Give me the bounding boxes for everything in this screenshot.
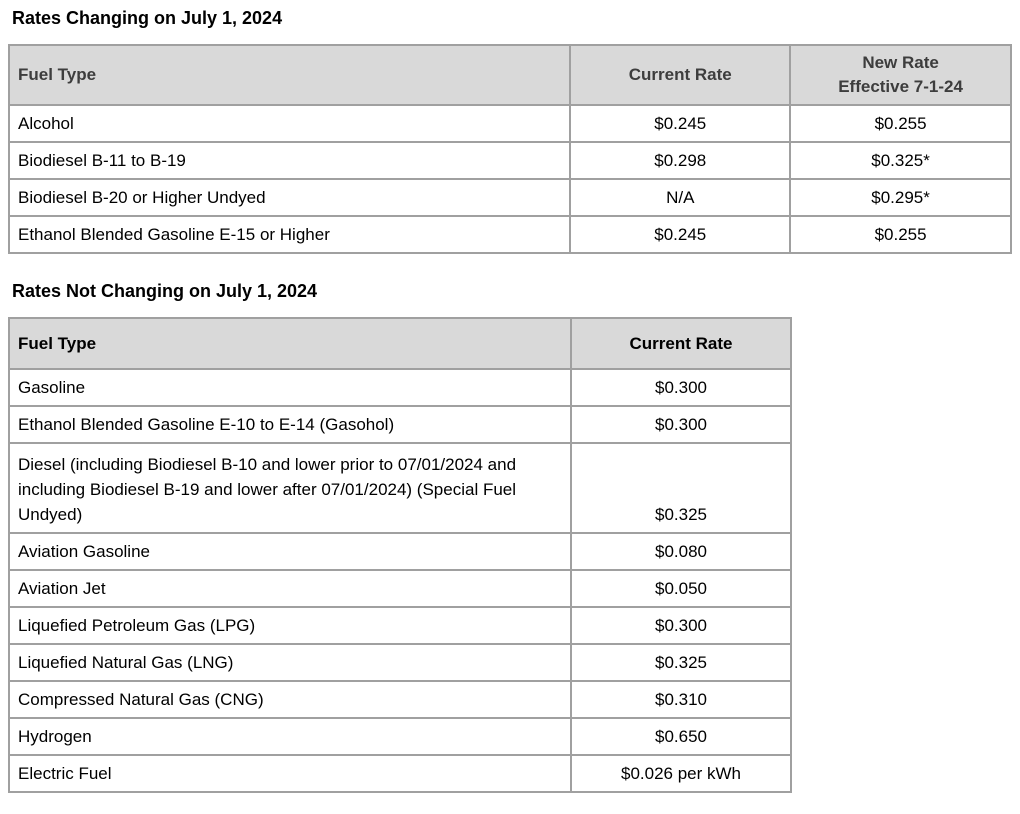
fuel-type-cell: Aviation Gasoline xyxy=(8,532,572,571)
current-rate-cell: $0.298 xyxy=(569,141,792,180)
rates-changing-table: Fuel Type Current Rate New Rate Effectiv… xyxy=(7,44,1012,254)
new-rate-cell: $0.325* xyxy=(789,141,1012,180)
table-row-lng: Liquefied Natural Gas (LNG) $0.325 xyxy=(8,643,792,682)
table-row-ethanol-e10-e14: Ethanol Blended Gasoline E-10 to E-14 (G… xyxy=(8,405,792,444)
table-row-cng: Compressed Natural Gas (CNG) $0.310 xyxy=(8,680,792,719)
current-rate-cell: $0.050 xyxy=(570,569,792,608)
fuel-type-cell: Liquefied Petroleum Gas (LPG) xyxy=(8,606,572,645)
current-rate-cell: $0.026 per kWh xyxy=(570,754,792,793)
table-row-lpg: Liquefied Petroleum Gas (LPG) $0.300 xyxy=(8,606,792,645)
table-row-gasoline: Gasoline $0.300 xyxy=(8,368,792,407)
current-rate-cell: $0.325 xyxy=(570,442,792,534)
current-rate-cell: $0.300 xyxy=(570,405,792,444)
rates-not-changing-title: Rates Not Changing on July 1, 2024 xyxy=(12,281,318,301)
fuel-type-cell: Compressed Natural Gas (CNG) xyxy=(8,680,572,719)
new-rate-cell: $0.295* xyxy=(789,178,1012,217)
current-rate-cell: $0.300 xyxy=(570,368,792,407)
column-header-fuel-type: Fuel Type xyxy=(8,317,572,370)
current-rate-cell: $0.310 xyxy=(570,680,792,719)
table-row-electric-fuel: Electric Fuel $0.026 per kWh xyxy=(8,754,792,793)
header-row: Fuel Type Current Rate New Rate Effectiv… xyxy=(7,44,1012,106)
current-rate-cell: $0.245 xyxy=(569,215,792,254)
table-row-aviation-jet: Aviation Jet $0.050 xyxy=(8,569,792,608)
column-header-current-rate: Current Rate xyxy=(569,44,792,106)
current-rate-cell: $0.300 xyxy=(570,606,792,645)
fuel-type-cell: Ethanol Blended Gasoline E-10 to E-14 (G… xyxy=(8,405,572,444)
table-row-ethanol-e15: Ethanol Blended Gasoline E-15 or Higher … xyxy=(7,215,1012,254)
table-row-biodiesel-b11-b19: Biodiesel B-11 to B-19 $0.298 $0.325* xyxy=(7,141,1012,180)
column-header-fuel-type: Fuel Type xyxy=(7,44,572,106)
fuel-type-cell: Electric Fuel xyxy=(8,754,572,793)
fuel-type-cell: Gasoline xyxy=(8,368,572,407)
current-rate-cell: $0.245 xyxy=(569,104,792,143)
column-header-new-rate: New Rate Effective 7-1-24 xyxy=(789,44,1012,106)
current-rate-cell: $0.325 xyxy=(570,643,792,682)
rates-not-changing-table: Fuel Type Current Rate Gasoline $0.300 E… xyxy=(8,317,792,793)
fuel-type-cell: Hydrogen xyxy=(8,717,572,756)
table-row-biodiesel-b20: Biodiesel B-20 or Higher Undyed N/A $0.2… xyxy=(7,178,1012,217)
fuel-type-cell: Alcohol xyxy=(7,104,572,143)
header-row: Fuel Type Current Rate xyxy=(8,317,792,370)
current-rate-cell: $0.650 xyxy=(570,717,792,756)
new-rate-cell: $0.255 xyxy=(789,215,1012,254)
table-row-diesel: Diesel (including Biodiesel B-10 and low… xyxy=(8,442,792,534)
fuel-type-cell: Liquefied Natural Gas (LNG) xyxy=(8,643,572,682)
table-row-alcohol: Alcohol $0.245 $0.255 xyxy=(7,104,1012,143)
rates-not-changing-section: Rates Not Changing on July 1, 2024 Fuel … xyxy=(8,281,1012,793)
new-rate-cell: $0.255 xyxy=(789,104,1012,143)
fuel-type-cell: Diesel (including Biodiesel B-10 and low… xyxy=(8,442,572,534)
fuel-type-cell: Biodiesel B-11 to B-19 xyxy=(7,141,572,180)
current-rate-cell: $0.080 xyxy=(570,532,792,571)
column-header-current-rate: Current Rate xyxy=(570,317,792,370)
table-row-aviation-gasoline: Aviation Gasoline $0.080 xyxy=(8,532,792,571)
current-rate-cell: N/A xyxy=(569,178,792,217)
rates-changing-title: Rates Changing on July 1, 2024 xyxy=(12,8,283,28)
rates-changing-section: Rates Changing on July 1, 2024 Fuel Type… xyxy=(7,8,1012,254)
fuel-type-cell: Ethanol Blended Gasoline E-15 or Higher xyxy=(7,215,572,254)
table-row-hydrogen: Hydrogen $0.650 xyxy=(8,717,792,756)
fuel-type-cell: Biodiesel B-20 or Higher Undyed xyxy=(7,178,572,217)
fuel-type-cell: Aviation Jet xyxy=(8,569,572,608)
